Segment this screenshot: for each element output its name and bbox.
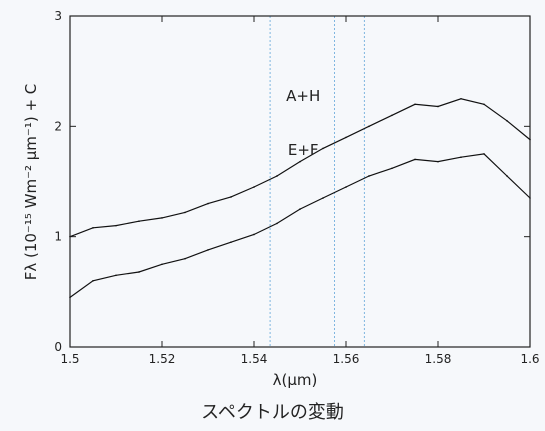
data-point [207, 249, 209, 251]
data-point [299, 208, 301, 210]
data-point [230, 196, 232, 198]
data-point [506, 120, 508, 122]
y-tick-label: 2 [54, 119, 62, 133]
x-tick-label: 1.54 [241, 352, 268, 366]
data-point [253, 233, 255, 236]
data-point [207, 202, 209, 205]
figure-caption: スペクトルの変動 [201, 402, 344, 423]
data-point [138, 271, 140, 273]
x-tick-label: 1.5 [60, 352, 79, 366]
data-point [276, 175, 278, 177]
data-point [460, 156, 462, 159]
x-axis-label: λ(μm) [273, 371, 318, 389]
data-point [391, 167, 393, 170]
data-point [230, 241, 232, 243]
data-point [368, 125, 370, 128]
y-tick-label: 0 [54, 340, 62, 354]
x-tick-label: 1.6 [520, 352, 539, 366]
data-point [115, 224, 117, 227]
data-point [368, 175, 370, 177]
y-axis-label: Fλ (10⁻¹⁵ Wm⁻² μm⁻¹) + C [22, 84, 40, 281]
y-tick-label: 1 [54, 230, 62, 244]
data-point [437, 160, 439, 163]
reference-lines [269, 16, 365, 347]
data-point [92, 227, 94, 229]
axis-ticks: 1.5 1.52 1.54 1.56 1.58 1.6 0 1 2 3 [54, 9, 539, 366]
data-point [437, 105, 439, 108]
data-point [184, 257, 186, 260]
data-point [460, 97, 462, 100]
data-point [115, 274, 117, 277]
data-point [138, 220, 140, 223]
x-tick-label: 1.58 [425, 352, 452, 366]
data-point [414, 158, 416, 161]
data-point [483, 153, 485, 155]
data-point [391, 114, 393, 117]
data-point [161, 217, 163, 219]
y-tick-label: 3 [54, 9, 62, 23]
data-point [253, 186, 255, 188]
data-point [483, 103, 485, 106]
data-point [322, 197, 324, 199]
data-point [276, 222, 278, 225]
data-point [345, 186, 347, 188]
series-lines: A+H E+F [69, 87, 531, 299]
x-tick-label: 1.52 [149, 352, 176, 366]
data-point [414, 103, 416, 106]
data-point [184, 211, 186, 214]
data-point [92, 280, 94, 282]
data-point [299, 160, 301, 163]
data-point [161, 263, 163, 266]
x-tick-label: 1.56 [333, 352, 360, 366]
data-point [506, 175, 508, 177]
series-label-0: A+H [286, 87, 320, 105]
plot-frame [69, 15, 531, 348]
data-point [345, 136, 347, 139]
series-label-1: E+F [288, 141, 319, 159]
data-point [322, 147, 324, 150]
series-line-1 [69, 153, 531, 298]
series-line-0 [69, 98, 531, 238]
